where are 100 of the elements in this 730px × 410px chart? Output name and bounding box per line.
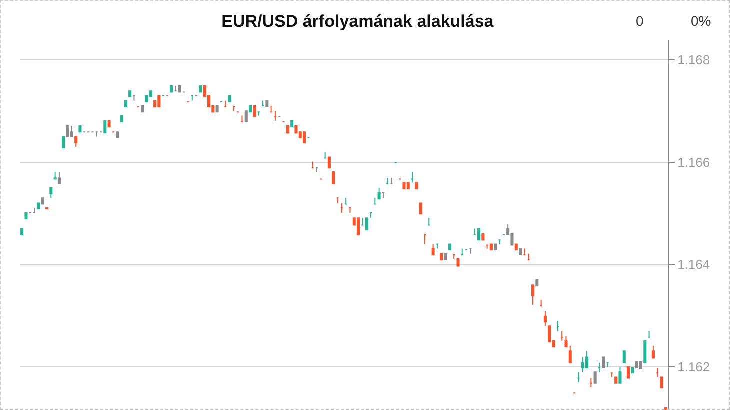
candlestick bbox=[274, 110, 277, 122]
candlestick bbox=[174, 86, 178, 92]
candlestick bbox=[627, 366, 630, 379]
candlestick bbox=[78, 125, 82, 133]
candlestick bbox=[523, 248, 526, 256]
candlestick bbox=[261, 100, 265, 107]
candlestick bbox=[199, 86, 202, 93]
candlestick bbox=[644, 340, 647, 364]
y-tick-label: 1.164 bbox=[678, 257, 710, 272]
candlestick bbox=[124, 100, 128, 108]
candlestick bbox=[369, 212, 373, 219]
candlestick bbox=[486, 244, 489, 250]
candlestick bbox=[540, 299, 543, 307]
candlestick bbox=[33, 207, 36, 214]
candlestick bbox=[190, 95, 194, 102]
candlestick bbox=[158, 95, 161, 108]
candlestick bbox=[444, 253, 448, 261]
candlestick bbox=[50, 187, 53, 199]
candlestick bbox=[270, 106, 273, 113]
candlestick bbox=[406, 182, 410, 190]
candlestick bbox=[286, 125, 290, 134]
candlestick bbox=[37, 202, 40, 210]
candlestick bbox=[365, 218, 368, 230]
candlestick bbox=[95, 132, 98, 138]
candlestick bbox=[585, 350, 589, 369]
candlestick bbox=[128, 90, 132, 98]
candlestick bbox=[490, 244, 493, 250]
y-tick-label: 1.166 bbox=[678, 154, 710, 170]
candlestick bbox=[315, 167, 319, 173]
chart-title: EUR/USD árfolyamának alakulása bbox=[222, 12, 494, 31]
candlestick bbox=[249, 106, 252, 113]
candlestick bbox=[618, 366, 622, 384]
candlestick bbox=[440, 253, 444, 261]
candlestick bbox=[411, 172, 414, 184]
y-tick-label: 1.168 bbox=[678, 52, 710, 68]
candlestick bbox=[374, 198, 377, 205]
candlestick bbox=[332, 172, 336, 184]
candlestick bbox=[290, 120, 294, 128]
candlestick bbox=[519, 248, 522, 256]
candlestick bbox=[564, 336, 568, 348]
candlestick bbox=[141, 106, 144, 113]
candlestick bbox=[24, 212, 28, 220]
candlestick bbox=[598, 362, 601, 373]
candlestick bbox=[120, 115, 124, 122]
candlestick bbox=[614, 376, 618, 384]
candlestick bbox=[244, 110, 248, 122]
candlestick bbox=[361, 218, 364, 226]
candlestick bbox=[602, 356, 606, 369]
candlestick bbox=[357, 218, 360, 236]
candlestick bbox=[494, 244, 498, 250]
candlestick bbox=[436, 244, 439, 250]
candlestick bbox=[477, 228, 481, 241]
candlestick bbox=[419, 202, 422, 214]
candlestick bbox=[311, 161, 314, 168]
candlestick bbox=[54, 172, 57, 180]
candlestick bbox=[590, 378, 593, 388]
candlestick bbox=[108, 120, 111, 128]
candlestick bbox=[606, 362, 610, 368]
text: 0 bbox=[636, 13, 644, 29]
candlestick bbox=[432, 244, 435, 256]
candlestick bbox=[648, 330, 651, 338]
candlestick bbox=[448, 244, 452, 250]
candlestick bbox=[514, 244, 518, 250]
candlestick bbox=[132, 95, 136, 102]
candlestick bbox=[652, 346, 655, 359]
candlestick bbox=[74, 136, 78, 148]
candlestick bbox=[536, 280, 539, 287]
candlestick bbox=[324, 152, 327, 159]
candlestick bbox=[104, 120, 107, 134]
candlestick bbox=[560, 330, 564, 342]
candlestick bbox=[386, 178, 390, 184]
candlestick bbox=[340, 202, 344, 214]
candlestick bbox=[469, 248, 472, 254]
candlestick bbox=[656, 368, 660, 378]
candlestick bbox=[303, 132, 306, 144]
candlestick bbox=[639, 361, 643, 370]
candlestick bbox=[635, 361, 638, 369]
candlestick bbox=[62, 136, 66, 148]
candlestick bbox=[498, 240, 502, 245]
candlestick bbox=[610, 372, 614, 378]
candlestick bbox=[577, 372, 580, 383]
candlestick bbox=[594, 372, 597, 384]
candlestick bbox=[58, 172, 61, 184]
candlestick bbox=[531, 284, 535, 306]
candlestick bbox=[228, 95, 232, 102]
candlestick bbox=[556, 320, 560, 332]
candlestick bbox=[266, 100, 269, 108]
candlestick bbox=[527, 253, 530, 261]
candlestick bbox=[216, 106, 219, 113]
candlestick bbox=[390, 178, 394, 184]
candlestick bbox=[452, 254, 456, 260]
candlestick bbox=[240, 115, 244, 122]
candlestick bbox=[460, 248, 464, 256]
candlestick bbox=[170, 86, 174, 93]
candlestick bbox=[378, 187, 381, 200]
candlestick bbox=[382, 192, 385, 199]
candlestick bbox=[482, 233, 485, 241]
candlestick bbox=[568, 346, 572, 364]
candlestick bbox=[344, 198, 348, 205]
candlestick bbox=[456, 258, 460, 267]
